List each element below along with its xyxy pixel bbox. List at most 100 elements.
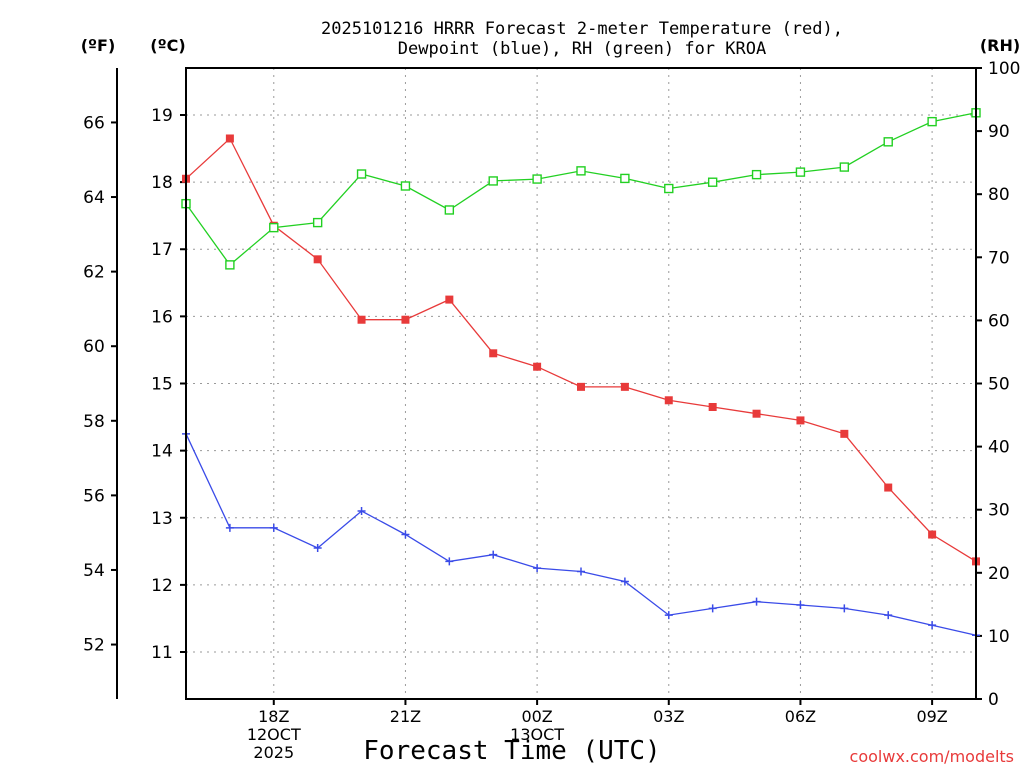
temperature-point — [708, 402, 717, 411]
credit-link[interactable]: coolwx.com/modelts — [850, 747, 1014, 766]
temperature-point — [445, 295, 454, 304]
celsius-tick-label: 11 — [151, 643, 173, 663]
rh-tick-label: 60 — [988, 311, 1010, 331]
rh-point — [444, 205, 455, 215]
temperature-point — [884, 483, 893, 492]
celsius-tick-label: 13 — [151, 509, 173, 529]
rh-point — [532, 174, 542, 184]
chart-title-line-2: Dewpoint (blue), RH (green) for KROA — [398, 39, 766, 59]
rh-tick-label: 30 — [988, 501, 1010, 521]
rh-point — [269, 222, 279, 233]
temperature-series-line — [185, 137, 977, 562]
rh-point — [839, 162, 850, 172]
time-tick-label: 21Z — [390, 707, 421, 726]
rh-point — [707, 177, 718, 187]
time-tick-label: 18Z — [258, 707, 289, 726]
rh-point — [795, 167, 806, 177]
time-tick-label: 13OCT — [510, 725, 564, 744]
dewpoint-point — [269, 523, 278, 532]
time-tick-label: 09Z — [916, 707, 947, 726]
dewpoint-point — [577, 567, 585, 576]
rh-series-line — [185, 112, 977, 266]
rh-tick-label: 90 — [988, 122, 1010, 142]
dewpoint-point — [225, 523, 234, 532]
temperature-point — [664, 396, 673, 405]
dewpoint-point — [664, 611, 673, 620]
dewpoint-point — [752, 597, 761, 606]
time-tick-label: 06Z — [785, 707, 816, 726]
dewpoint-point — [708, 604, 717, 613]
rh-tick-label: 50 — [988, 375, 1010, 395]
fahrenheit-tick-label: 64 — [83, 188, 105, 208]
dewpoint-point — [357, 507, 366, 516]
rh-point — [312, 217, 323, 228]
rh-point — [356, 169, 367, 179]
time-tick-label: 12OCT — [247, 725, 301, 744]
dewpoint-point — [620, 577, 629, 586]
temperature-point — [577, 382, 585, 391]
rh-unit-label: (RH) — [980, 36, 1020, 55]
time-tick-label: 2025 — [253, 743, 294, 762]
rh-tick-label: 40 — [988, 438, 1010, 458]
dewpoint-point — [445, 557, 454, 566]
chart-title-line-1: 2025101216 HRRR Forecast 2-meter Tempera… — [321, 19, 843, 39]
dewpoint-point — [489, 550, 498, 559]
temperature-point — [533, 362, 542, 371]
dewpoint-point — [401, 530, 410, 539]
celsius-unit-label: (ºC) — [150, 36, 185, 55]
fahrenheit-tick-label: 60 — [83, 337, 105, 357]
temperature-point — [225, 134, 234, 143]
temperature-point — [489, 349, 498, 358]
plot-frame — [185, 67, 977, 700]
dewpoint-point — [796, 601, 805, 610]
dewpoint-point — [884, 611, 893, 620]
series-layer — [181, 108, 981, 640]
celsius-tick-label: 18 — [151, 173, 173, 193]
celsius-tick-label: 16 — [151, 307, 173, 327]
fahrenheit-tick-label: 62 — [83, 263, 105, 283]
time-tick-label: 03Z — [653, 707, 684, 726]
rh-tick-label: 10 — [988, 627, 1010, 647]
dewpoint-point — [313, 543, 322, 552]
rh-point — [400, 181, 411, 191]
temperature-point — [928, 530, 937, 539]
celsius-tick-label: 12 — [151, 576, 173, 596]
dewpoint-point — [533, 564, 542, 573]
rh-point — [883, 137, 893, 147]
time-tick-label: 00Z — [521, 707, 552, 726]
dewpoint-series-line — [185, 433, 977, 636]
temperature-point — [752, 409, 761, 418]
temperature-point — [796, 416, 805, 425]
celsius-axis: 11 12 13 14 15 16 17 18 19 — [151, 106, 186, 663]
fahrenheit-tick-label: 52 — [83, 636, 105, 656]
rh-tick-label: 100 — [988, 59, 1020, 79]
fahrenheit-unit-label: (ºF) — [81, 36, 116, 55]
grid-lines — [186, 68, 976, 699]
rh-point — [664, 183, 674, 194]
rh-point — [488, 176, 498, 186]
dewpoint-point — [840, 604, 849, 613]
temperature-point — [840, 429, 849, 438]
celsius-tick-label: 15 — [151, 375, 173, 395]
rh-tick-label: 80 — [988, 185, 1010, 205]
celsius-tick-label: 17 — [151, 240, 173, 260]
rh-point — [927, 116, 937, 127]
fahrenheit-axis: 52 54 56 58 60 62 64 66 — [83, 113, 117, 656]
rh-point — [620, 173, 630, 184]
fahrenheit-tick-label: 56 — [83, 486, 105, 506]
celsius-tick-label: 14 — [151, 442, 173, 462]
fahrenheit-tick-label: 66 — [83, 113, 105, 133]
temperature-point — [401, 315, 410, 324]
temperature-point — [313, 255, 322, 264]
rh-point — [225, 260, 235, 270]
rh-point — [576, 166, 586, 176]
fahrenheit-tick-label: 54 — [83, 561, 105, 581]
celsius-tick-label: 19 — [151, 106, 173, 126]
temperature-point — [620, 382, 629, 391]
fahrenheit-tick-label: 58 — [83, 412, 105, 432]
x-axis-title: Forecast Time (UTC) — [363, 736, 660, 766]
rh-point — [751, 169, 762, 180]
rh-axis: 0 10 20 30 40 50 60 70 80 90 100 — [976, 59, 1020, 710]
